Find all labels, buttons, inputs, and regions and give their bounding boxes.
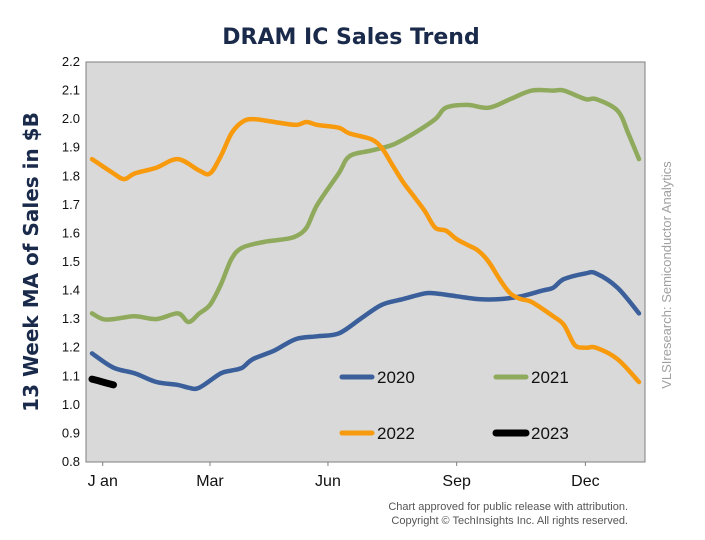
x-tick-label: Dec (571, 473, 599, 490)
footnote-line-1: Chart approved for public release with a… (388, 501, 628, 513)
footnote-line-2: Copyright © TechInsights Inc. All rights… (391, 515, 628, 527)
y-axis-ticks: 0.8 0.9 1.0 1.1 1.2 1.3 1.4 1.5 1.6 1.7 1.8 1.9 2.0 2… (62, 54, 80, 469)
y-axis-label: 13 Week MA of Sales in $B (19, 112, 43, 412)
legend-label-2021: 2021 (531, 368, 569, 387)
y-tick-label: 2.2 (62, 54, 80, 69)
y-tick-label: 1.3 (62, 311, 80, 326)
series-line-2020 (89, 269, 642, 392)
y-tick-label: 2.1 (62, 83, 80, 98)
series-line-2023 (88, 375, 117, 389)
y-tick-label: 1.9 (62, 140, 80, 155)
y-tick-label: 2.0 (62, 111, 80, 126)
y-tick-label: 1.4 (62, 283, 80, 298)
y-tick-label: 1.6 (62, 225, 80, 240)
side-credit: VLSIresearch: Semiconductor Analytics (659, 161, 674, 389)
y-tick-label: 1.2 (62, 340, 80, 355)
plot-area (85, 61, 646, 463)
x-tick-label: J an (88, 473, 118, 490)
y-tick-label: 1.0 (62, 397, 80, 412)
y-tick-label: 0.8 (62, 454, 80, 469)
y-tick-label: 1.5 (62, 254, 80, 269)
series-line-2022 (89, 116, 642, 385)
series-line-2021 (89, 87, 642, 325)
legend-label-2020: 2020 (377, 368, 415, 387)
x-tick-label: Sep (442, 473, 471, 490)
x-tick-label: Mar (196, 473, 224, 490)
legend: 2020 2021 2022 2023 (339, 368, 569, 443)
x-tick-label: Jun (315, 473, 341, 490)
x-axis-ticks: J an Mar Jun Sep Dec (88, 462, 600, 490)
series-lines (88, 87, 642, 392)
legend-label-2023: 2023 (531, 424, 569, 443)
legend-label-2022: 2022 (377, 424, 415, 443)
y-tick-label: 1.8 (62, 168, 80, 183)
chart-title: DRAM IC Sales Trend (222, 25, 479, 50)
y-tick-label: 1.1 (62, 368, 80, 383)
y-tick-label: 0.9 (62, 425, 80, 440)
y-tick-label: 1.7 (62, 197, 80, 212)
